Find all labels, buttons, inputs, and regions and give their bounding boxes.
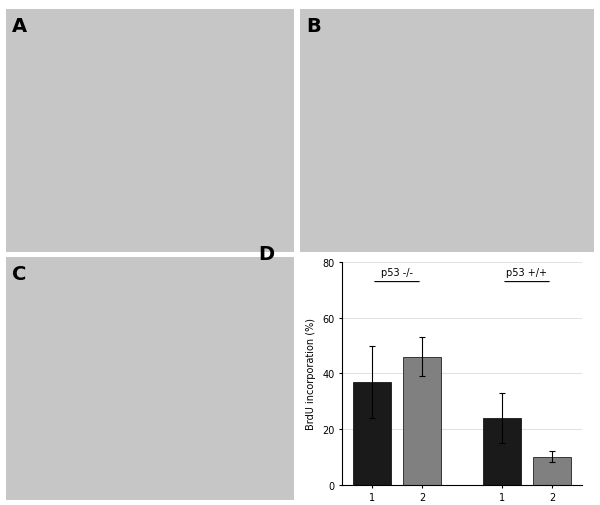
Text: p53 -/-: p53 -/- bbox=[381, 268, 413, 278]
Bar bbox=[483, 418, 521, 485]
Bar bbox=[353, 382, 391, 485]
Text: A: A bbox=[12, 17, 27, 36]
Y-axis label: BrdU incorporation (%): BrdU incorporation (%) bbox=[307, 318, 316, 430]
Bar bbox=[533, 457, 571, 485]
Text: B: B bbox=[306, 17, 320, 36]
Bar bbox=[403, 357, 441, 485]
Text: p53 +/+: p53 +/+ bbox=[506, 268, 548, 278]
Text: D: D bbox=[258, 245, 274, 264]
Text: C: C bbox=[12, 265, 26, 284]
